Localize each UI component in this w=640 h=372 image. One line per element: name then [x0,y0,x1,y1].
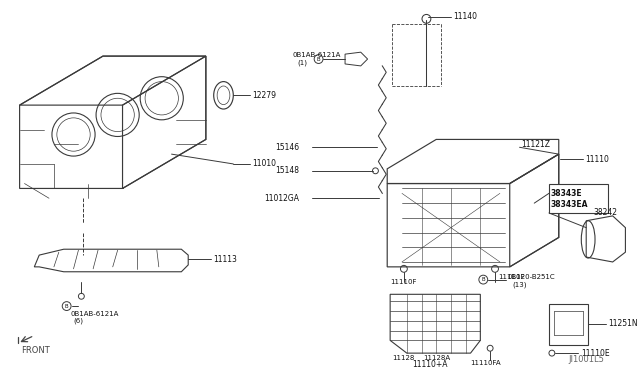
Text: 38242: 38242 [593,208,617,218]
Text: 11128A: 11128A [424,355,451,361]
Text: B: B [317,57,321,61]
Text: 11251N: 11251N [608,319,637,328]
Text: 11128: 11128 [392,355,415,361]
Text: 15146: 15146 [275,143,299,152]
Text: 11110F: 11110F [390,279,417,285]
Text: 0B1AB-6121A: 0B1AB-6121A [292,52,340,58]
Text: 11113: 11113 [212,254,237,263]
Text: 11121Z: 11121Z [522,140,550,149]
Text: B: B [481,277,485,282]
Text: 15148: 15148 [275,166,299,175]
Text: 11140: 11140 [453,12,477,22]
Text: 38343EA: 38343EA [551,200,588,209]
Text: 38343E: 38343E [551,189,582,198]
Text: 0B1AB-6121A: 0B1AB-6121A [70,311,119,317]
Text: 0B120-B251C: 0B120-B251C [508,274,556,280]
Text: 11110FA: 11110FA [470,360,500,366]
Text: 11010: 11010 [252,160,276,169]
Text: 12279: 12279 [252,91,276,100]
Text: (1): (1) [297,60,307,66]
Text: (13): (13) [513,281,527,288]
Text: 11012GA: 11012GA [264,194,299,203]
Text: 11110F: 11110F [498,274,524,280]
Text: 11110: 11110 [585,154,609,164]
Text: (6): (6) [74,318,84,324]
FancyBboxPatch shape [549,183,608,213]
Text: 11110+A: 11110+A [412,360,447,369]
Text: FRONT: FRONT [22,346,51,355]
Text: JI1001L5: JI1001L5 [568,356,604,365]
Text: B: B [65,304,68,308]
Text: 11110E: 11110E [581,349,610,357]
